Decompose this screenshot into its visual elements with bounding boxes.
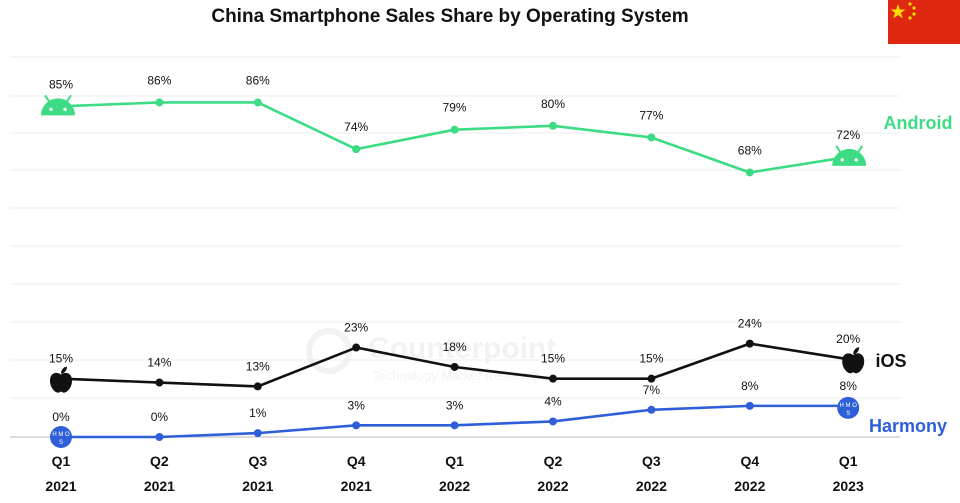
data-point [450,421,459,430]
data-point [352,145,361,154]
data-label: 8% [840,379,858,393]
legend-ios: iOS [875,351,906,371]
series-harmony: 0% 0% 1% 3% 3% 4% 7% 8% 8% [52,379,857,441]
data-point [647,405,656,414]
data-label: 0% [151,410,169,424]
series-ios: 15% 14% 13% 23% 18% 15% 15% 24% 20% [49,317,861,391]
data-label: 20% [836,332,860,346]
data-label: 23% [344,321,368,335]
x-tick-quarter: Q1 [445,453,464,469]
x-tick-year: 2021 [242,478,273,494]
data-label: 0% [52,410,70,424]
data-label: 3% [348,398,366,412]
data-point [745,401,754,410]
data-point [253,429,262,438]
x-tick-year: 2022 [537,478,568,494]
data-label: 68% [738,143,762,157]
x-tick-year: 2022 [734,478,765,494]
data-label: 7% [643,383,661,397]
data-label: 1% [249,406,267,420]
hmos-icon: H M O S [837,396,860,419]
chart-title: China Smartphone Sales Share by Operatin… [211,6,689,27]
data-point [352,343,361,352]
hmos-icon-text-top: H M O [840,403,858,409]
hmos-icon-text-top: H M O [52,432,70,438]
data-point [155,378,164,387]
hmos-icon-text-bottom: S [846,411,850,417]
x-tick-year: 2021 [341,478,372,494]
data-point [647,374,656,383]
data-label: 14% [147,356,171,370]
data-label: 13% [246,359,270,373]
series-android: 85% 86% 86% 74% 79% 80% 77% 68% 72% [49,73,861,177]
apple-icon [842,347,865,374]
data-point [549,417,557,426]
legend-harmony: Harmony [869,416,947,436]
x-tick-quarter: Q4 [740,453,759,469]
data-label: 77% [639,108,663,122]
android-icon [41,94,75,116]
x-tick-quarter: Q3 [642,453,661,469]
x-tick-year: 2021 [144,478,175,494]
x-tick-year: 2022 [636,478,667,494]
x-tick-year: 2022 [439,478,470,494]
data-point [253,98,262,107]
data-label: 15% [639,352,663,366]
x-tick-quarter: Q3 [248,453,267,469]
x-tick-year: 2023 [833,478,864,494]
data-label: 86% [246,73,270,87]
data-point [549,374,557,383]
data-point [155,433,164,441]
data-point [450,362,459,371]
data-label: 79% [443,101,467,115]
data-label: 4% [544,394,562,408]
data-point [745,339,754,348]
data-label: 18% [443,340,467,354]
data-label: 15% [541,352,565,366]
x-tick-quarter: Q4 [347,453,366,469]
x-tick-year: 2021 [45,478,76,494]
data-point [352,421,361,430]
apple-icon [50,366,72,393]
data-label: 86% [147,73,171,87]
data-label: 24% [738,317,762,331]
data-label: 80% [541,97,565,111]
x-tick-quarter: Q2 [544,453,563,469]
china-flag-icon [888,0,960,44]
data-point [549,121,557,130]
data-point [745,168,754,177]
android-icon [832,145,867,166]
hmos-icon-text-bottom: S [59,440,63,446]
data-label: 3% [446,398,464,412]
data-label: 85% [49,77,73,91]
x-tick-quarter: Q2 [150,453,169,469]
data-label: 15% [49,352,73,366]
x-tick-quarter: Q1 [839,453,858,469]
data-point [155,98,164,107]
data-point [647,133,656,142]
data-label: 8% [741,379,759,393]
x-tick-quarter: Q1 [52,453,71,469]
hmos-icon: H M O S [50,426,72,448]
legend-android: Android [884,113,953,133]
data-label: 72% [836,128,860,142]
data-point [450,125,459,134]
data-point [253,382,262,391]
data-label: 74% [344,120,368,134]
